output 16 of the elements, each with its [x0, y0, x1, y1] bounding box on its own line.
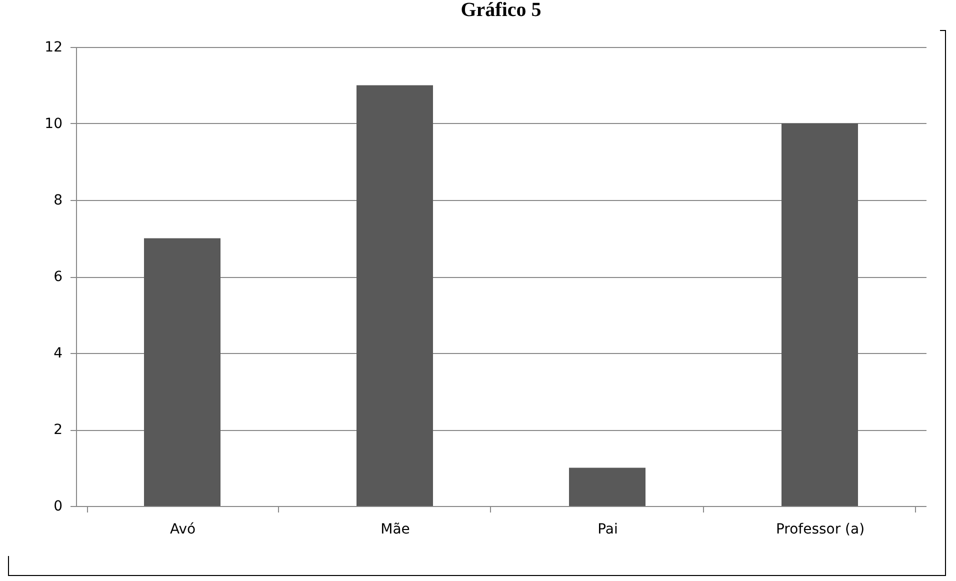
- chart-title: Gráfico 5: [460, 0, 542, 21]
- y-tick-label: 10: [44, 116, 62, 132]
- x-tick-label: Mãe: [380, 522, 410, 538]
- y-tick-label: 12: [44, 40, 62, 56]
- y-tick-label: 2: [54, 422, 62, 438]
- bar: [782, 124, 858, 506]
- bar: [144, 238, 220, 506]
- x-tick-label: Avó: [170, 522, 196, 538]
- x-tick-label: Professor (a): [776, 522, 865, 538]
- bar: [569, 468, 646, 506]
- y-tick-label: 4: [54, 346, 63, 362]
- x-tick-label: Pai: [598, 522, 618, 538]
- y-tick-label: 8: [54, 192, 62, 208]
- y-tick-label: 6: [54, 269, 63, 285]
- bar: [356, 85, 433, 506]
- y-tick-label: 0: [54, 498, 62, 514]
